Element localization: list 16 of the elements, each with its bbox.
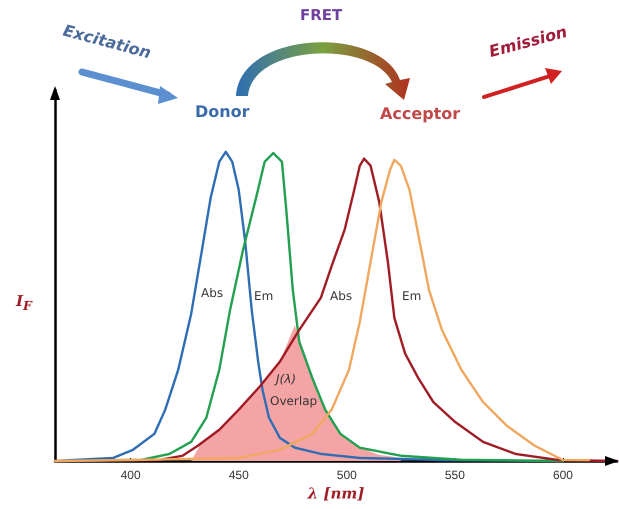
y-axis-title: I$_{F}$ [16,292,32,313]
x-tick-label: 550 [444,468,466,482]
x-tick-label: 600 [552,468,574,482]
annotation: Abs [330,289,352,303]
text: Acceptor [380,104,460,123]
annotation: Overlap [270,394,318,408]
annotation: Em [254,289,274,303]
text: Donor [195,102,250,121]
x-axis-title: λ [nm] [306,484,364,502]
annotation: Em [402,289,422,303]
annotation: Abs [201,286,224,300]
text: FRET [300,6,342,24]
x-tick-label: 450 [228,468,250,482]
annotation: J(λ) [276,372,296,386]
x-tick-label: 400 [120,468,141,482]
x-tick-label: 500 [336,468,358,482]
